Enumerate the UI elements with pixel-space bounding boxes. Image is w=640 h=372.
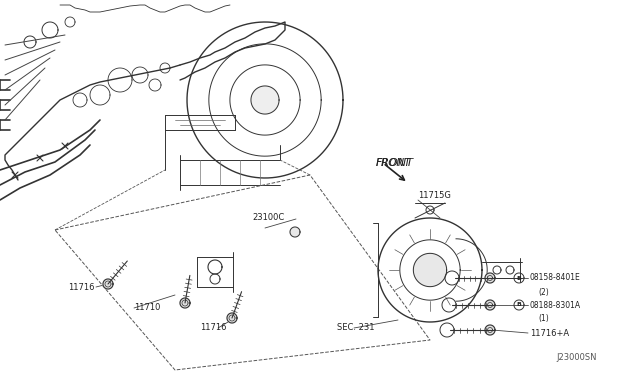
Text: FRONT: FRONT	[376, 158, 414, 168]
Text: B: B	[516, 276, 522, 280]
Polygon shape	[251, 86, 279, 114]
Text: 11716: 11716	[68, 282, 95, 292]
Text: 08188-8301A: 08188-8301A	[530, 301, 581, 310]
Polygon shape	[485, 325, 495, 335]
Text: 11710: 11710	[134, 304, 161, 312]
Text: 11716: 11716	[200, 324, 227, 333]
Polygon shape	[103, 279, 113, 289]
Text: FRONT: FRONT	[376, 158, 412, 168]
Polygon shape	[227, 313, 237, 323]
Polygon shape	[180, 298, 190, 308]
Polygon shape	[485, 300, 495, 310]
Text: (1): (1)	[538, 314, 548, 324]
Text: B: B	[516, 302, 522, 308]
Text: J23000SN: J23000SN	[556, 353, 596, 362]
Text: 23100C: 23100C	[252, 214, 284, 222]
Polygon shape	[290, 227, 300, 237]
Text: (2): (2)	[538, 288, 548, 296]
Text: SEC. 231: SEC. 231	[337, 324, 374, 333]
Text: 11716+A: 11716+A	[530, 328, 569, 337]
Text: 11715G: 11715G	[418, 192, 451, 201]
Text: 08158-8401E: 08158-8401E	[530, 273, 580, 282]
Polygon shape	[413, 253, 447, 287]
Polygon shape	[485, 273, 495, 283]
